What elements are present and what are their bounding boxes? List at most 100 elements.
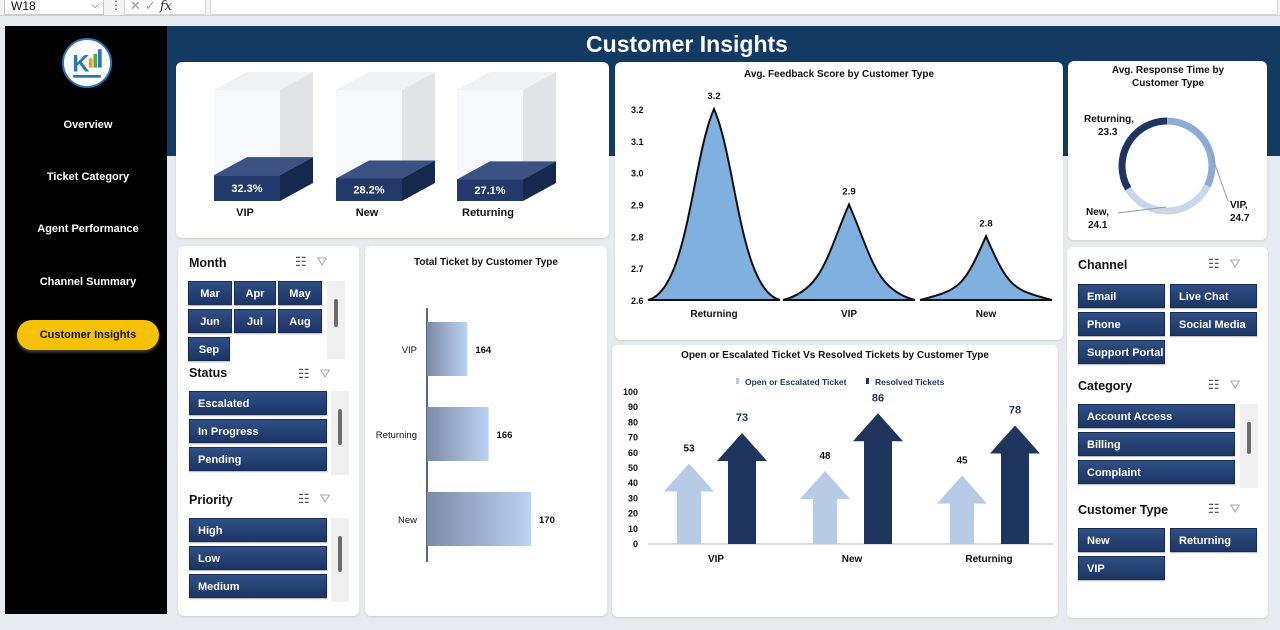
priority-scrollbar[interactable] bbox=[331, 518, 349, 602]
clear-filter-icon[interactable]: ⛛ bbox=[1229, 377, 1251, 392]
feedback-score-chart: 3.2 3.1 3.0 2.9 2.8 2.7 2.6 3.2 Returning 2.9 VIP 2… bbox=[631, 91, 1053, 320]
nav-overview[interactable]: Overview bbox=[63, 119, 113, 131]
y-tick-label: 100 bbox=[623, 387, 638, 397]
priority-slicer-icons: ☷⛛ bbox=[298, 491, 341, 507]
legend-swatch bbox=[866, 378, 869, 384]
multi-select-icon[interactable]: ☷ bbox=[1208, 377, 1230, 392]
month-scrollbar[interactable] bbox=[327, 281, 345, 359]
data-label: 164 bbox=[475, 345, 492, 356]
feedback-violin-shape bbox=[919, 233, 1053, 301]
slicer-priority-low[interactable]: Low bbox=[189, 546, 327, 570]
donut-slice bbox=[1166, 117, 1216, 188]
data-label: 45 bbox=[956, 456, 968, 467]
function-icon[interactable]: fx bbox=[159, 0, 172, 14]
name-box[interactable]: W18 ⌵ bbox=[4, 0, 104, 15]
slicer-month-jul[interactable]: Jul bbox=[234, 309, 276, 333]
donut-label: VIP, bbox=[1230, 200, 1248, 211]
svg-text:K: K bbox=[72, 50, 90, 77]
cancel-icon[interactable]: ✕ bbox=[130, 0, 145, 13]
legend-swatch bbox=[736, 378, 739, 384]
slicer-month-aug[interactable]: Aug bbox=[278, 309, 322, 333]
column-fill-front bbox=[214, 175, 280, 201]
data-label: 170 bbox=[539, 515, 555, 526]
sidebar: K Overview Ticket Category Agent Perform… bbox=[5, 26, 167, 614]
slicer-priority-medium[interactable]: Medium bbox=[189, 574, 327, 598]
slicer-customer-type-new[interactable]: New bbox=[1078, 528, 1165, 552]
data-label: 86 bbox=[872, 392, 884, 404]
y-tick-label: 60 bbox=[628, 448, 638, 458]
formula-bar: W18 ⌵ ⋮ ✕✓fx bbox=[0, 0, 1280, 16]
x-tick-label: New bbox=[976, 309, 997, 320]
clear-filter-icon[interactable]: ⛛ bbox=[316, 254, 338, 269]
nav-agent-performance[interactable]: Agent Performance bbox=[37, 223, 139, 235]
slicer-channel-email[interactable]: Email bbox=[1078, 284, 1165, 308]
ticket-bar bbox=[427, 322, 468, 376]
slicer-priority-high[interactable]: High bbox=[189, 518, 327, 542]
total-ticket-card: Total Ticket by Customer Type 164 VIP 166 R… bbox=[365, 246, 607, 616]
nav-channel-summary[interactable]: Channel Summary bbox=[39, 276, 137, 288]
multi-select-icon[interactable]: ☷ bbox=[1208, 501, 1230, 516]
slicer-month-mar[interactable]: Mar bbox=[188, 281, 232, 305]
response-time-chart: Returning, 23.3 VIP, 24.7 New, 24.1 bbox=[1084, 114, 1250, 231]
y-tick-label: VIP bbox=[402, 345, 417, 356]
slicer-month-jun[interactable]: Jun bbox=[188, 309, 232, 333]
y-tick-label: New bbox=[398, 515, 417, 526]
category-scrollbar[interactable] bbox=[1240, 404, 1258, 488]
slicer-month-sep[interactable]: Sep bbox=[188, 337, 230, 361]
slicer-status-escalated[interactable]: Escalated bbox=[189, 391, 327, 415]
y-tick-label: 3.1 bbox=[631, 137, 644, 147]
slicer-customer-type-returning[interactable]: Returning bbox=[1170, 528, 1257, 552]
clear-filter-icon[interactable]: ⛛ bbox=[1229, 256, 1251, 271]
multi-select-icon[interactable]: ☷ bbox=[1208, 256, 1230, 271]
slicer-channel-live-chat[interactable]: Live Chat bbox=[1170, 284, 1257, 308]
slicer-category-complaint[interactable]: Complaint bbox=[1078, 460, 1235, 484]
category-slicer-title: Category bbox=[1078, 379, 1133, 393]
customer-share-chart-card: 32.3% VIP 28.2% New 27.1% Returning bbox=[176, 62, 609, 238]
slicer-channel-social-media[interactable]: Social Media bbox=[1170, 312, 1257, 336]
slicer-customer-type-vip[interactable]: VIP bbox=[1078, 556, 1165, 580]
slicer-month-apr[interactable]: Apr bbox=[234, 281, 276, 305]
month-slicer-icons: ☷⛛ bbox=[295, 254, 338, 270]
nav-customer-insights[interactable]: Customer Insights bbox=[17, 320, 159, 350]
legend-label: Open or Escalated Ticket bbox=[745, 377, 847, 387]
more-options-icon[interactable]: ⋮ bbox=[110, 0, 122, 12]
slicer-status-in-progress[interactable]: In Progress bbox=[189, 419, 327, 443]
column-fill-front bbox=[336, 178, 402, 201]
feedback-score-card: Avg. Feedback Score by Customer Type 3.2… bbox=[615, 62, 1063, 340]
donut-slice bbox=[1125, 184, 1211, 215]
slicer-status-pending[interactable]: Pending bbox=[189, 447, 327, 471]
clear-filter-icon[interactable]: ⛛ bbox=[1229, 501, 1251, 516]
multi-select-icon[interactable]: ☷ bbox=[295, 254, 317, 269]
ticket-arrow bbox=[990, 425, 1040, 544]
response-chart-title: Avg. Response Time by Customer Type bbox=[1111, 65, 1225, 89]
slicer-channel-phone[interactable]: Phone bbox=[1078, 312, 1165, 336]
y-tick-label: 20 bbox=[628, 509, 638, 519]
x-tick-label: Returning bbox=[965, 554, 1012, 565]
ticket-arrow bbox=[717, 433, 767, 544]
multi-select-icon[interactable]: ☷ bbox=[298, 491, 320, 506]
slicer-category-billing[interactable]: Billing bbox=[1078, 432, 1235, 456]
slicer-channel-support-portal[interactable]: Support Portal bbox=[1078, 340, 1165, 364]
nav-ticket-category[interactable]: Ticket Category bbox=[46, 171, 130, 183]
y-tick-label: 10 bbox=[628, 524, 638, 534]
clear-filter-icon[interactable]: ⛛ bbox=[319, 491, 341, 506]
total-ticket-chart-title: Total Ticket by Customer Type bbox=[414, 257, 558, 268]
slicer-month-may[interactable]: May bbox=[278, 281, 322, 305]
y-tick-label: 3.0 bbox=[631, 169, 644, 179]
status-scrollbar[interactable] bbox=[331, 391, 349, 475]
y-tick-label: 40 bbox=[628, 478, 638, 488]
formula-input[interactable] bbox=[210, 0, 1278, 15]
customer-type-slicer-icons: ☷⛛ bbox=[1208, 501, 1251, 517]
data-label: 78 bbox=[1009, 404, 1021, 416]
confirm-icon[interactable]: ✓ bbox=[144, 0, 160, 13]
y-tick-label: 2.8 bbox=[631, 232, 644, 242]
slicer-category-account-access[interactable]: Account Access bbox=[1078, 404, 1235, 428]
multi-select-icon[interactable]: ☷ bbox=[298, 366, 320, 381]
column-fill-top bbox=[457, 161, 556, 180]
chevron-down-icon[interactable]: ⌵ bbox=[91, 0, 99, 11]
customer-share-3d-chart: 32.3% VIP 28.2% New 27.1% Returning bbox=[214, 72, 556, 219]
clear-filter-icon[interactable]: ⛛ bbox=[319, 366, 341, 381]
y-tick-label: 50 bbox=[628, 463, 638, 473]
data-label: 73 bbox=[736, 412, 748, 424]
donut-slice bbox=[1118, 117, 1168, 191]
